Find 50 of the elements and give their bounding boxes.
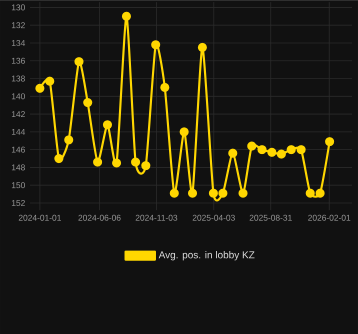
point [93, 158, 102, 167]
y-tick-label: 142 [12, 111, 25, 117]
y-tick-label: 150 [12, 182, 25, 188]
y-tick-label: 148 [12, 164, 25, 170]
point [35, 84, 44, 93]
point [83, 98, 92, 108]
y-tick-label: 144 [12, 128, 26, 135]
point [102, 120, 112, 130]
point [122, 12, 131, 21]
point [64, 135, 74, 144]
point [74, 57, 84, 66]
x-tick-label: 2025-08-31 [250, 214, 292, 221]
point [54, 154, 64, 164]
point [257, 145, 267, 154]
point [276, 150, 286, 159]
point [188, 188, 198, 198]
y-tick-label: 138 [12, 76, 25, 82]
point [141, 161, 150, 170]
point [180, 127, 189, 136]
y-tick-label: 152 [12, 200, 25, 206]
y-tick-label: 134 [12, 40, 26, 46]
point [45, 76, 54, 86]
point [151, 40, 160, 50]
y-tick-label: 146 [12, 146, 25, 153]
point [208, 188, 218, 198]
point [228, 148, 238, 158]
point [267, 148, 276, 157]
y-tick-label: 132 [12, 22, 25, 28]
x-tick-label: 2025-04-03 [192, 214, 235, 221]
x-tick-label: 2024-06-06 [78, 214, 121, 221]
point [112, 158, 122, 168]
point [238, 188, 248, 198]
point [198, 42, 207, 52]
point [325, 137, 334, 146]
point [296, 145, 306, 154]
y-tick-label: 136 [12, 58, 25, 64]
point [131, 158, 140, 167]
point [218, 188, 228, 198]
legend-label: Avg. pos. in lobby KZ [158, 251, 254, 260]
y-tick-label: 140 [12, 93, 25, 100]
x-tick-label: 2024-11-03 [136, 214, 178, 221]
point [286, 145, 296, 154]
point [170, 188, 179, 198]
y-tick-label: 130 [12, 4, 25, 10]
point [160, 82, 170, 92]
x-tick-label: 2026-02-01 [308, 214, 350, 221]
x-tick-label: 2024-01-01 [18, 214, 61, 221]
point [247, 142, 256, 151]
point [316, 188, 325, 198]
point [306, 188, 315, 198]
